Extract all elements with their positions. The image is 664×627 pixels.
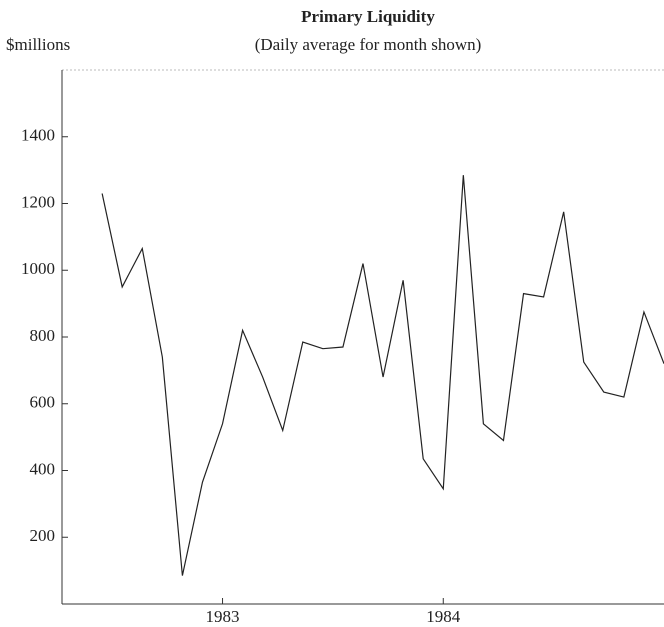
y-tick-label: 1200 — [21, 192, 55, 211]
chart-subtitle: (Daily average for month shown) — [255, 35, 482, 54]
y-tick-label: 200 — [30, 526, 56, 545]
y-tick-label: 400 — [30, 459, 56, 478]
x-tick-label: 1984 — [426, 607, 461, 626]
y-tick-label: 600 — [30, 393, 56, 412]
chart-title: Primary Liquidity — [301, 7, 435, 26]
y-tick-label: 1000 — [21, 259, 55, 278]
y-axis-label: $millions — [6, 35, 70, 54]
y-tick-label: 1400 — [21, 126, 55, 145]
data-line — [101, 175, 664, 576]
x-tick-label: 1983 — [206, 607, 240, 626]
y-tick-label: 800 — [30, 326, 56, 345]
